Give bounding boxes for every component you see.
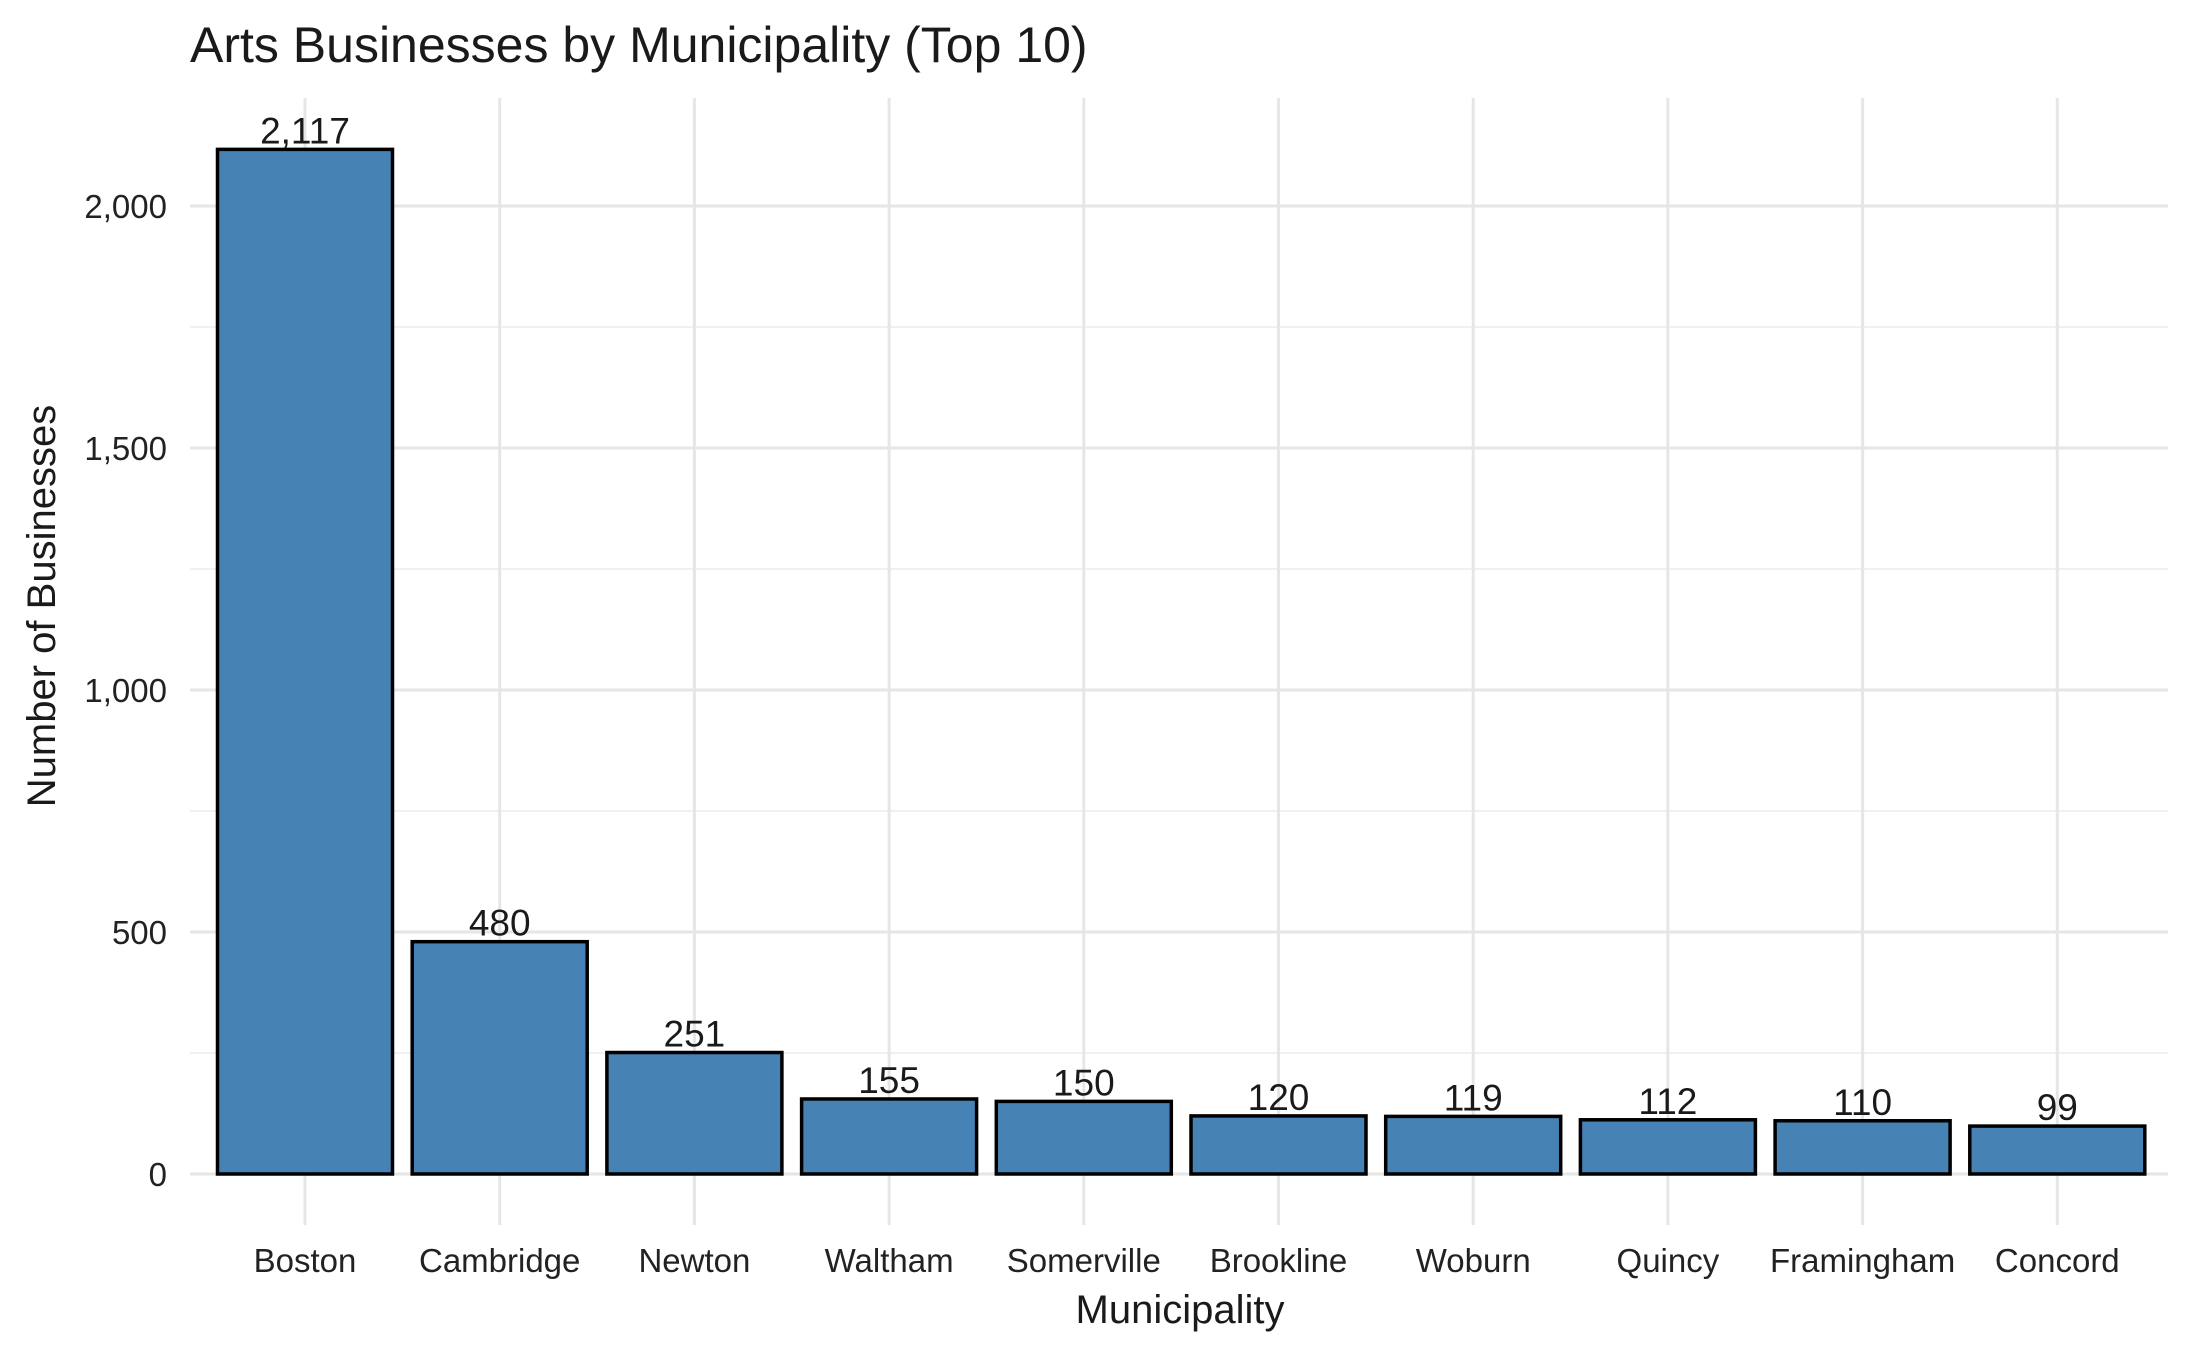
y-tick-label: 1,500 (84, 430, 167, 467)
data-label-boston: 2,117 (260, 110, 350, 151)
x-tick-label-woburn: Woburn (1416, 1242, 1531, 1279)
y-tick-label: 1,000 (84, 672, 167, 709)
grid (190, 98, 2168, 1225)
data-label-somerville: 150 (1053, 1062, 1115, 1103)
x-axis-title: Municipality (1076, 1288, 1285, 1332)
data-label-cambridge: 480 (469, 903, 531, 944)
bar-somerville (994, 1099, 1174, 1176)
data-label-framingham: 110 (1833, 1082, 1892, 1123)
x-axis: Boston Cambridge Newton Waltham Somerville Br… (254, 1242, 2120, 1279)
data-labels: 2,117 480 251 155 150 120 119 112 110 99 (260, 110, 2078, 1128)
bar-newton (605, 1050, 784, 1176)
data-label-brookline: 120 (1248, 1077, 1310, 1118)
data-label-quincy: 112 (1638, 1081, 1697, 1122)
bar-quincy (1578, 1118, 1758, 1176)
bar-waltham (799, 1097, 979, 1176)
x-tick-label-waltham: Waltham (825, 1242, 954, 1279)
data-label-newton: 251 (664, 1014, 726, 1055)
bar-boston (215, 147, 395, 1176)
y-tick-label: 0 (149, 1156, 167, 1193)
x-tick-label-boston: Boston (254, 1242, 357, 1279)
x-tick-label-concord: Concord (1995, 1242, 2120, 1279)
x-tick-label-cambridge: Cambridge (419, 1242, 580, 1279)
data-label-concord: 99 (2037, 1087, 2078, 1128)
y-tick-label: 500 (112, 914, 167, 951)
bar-woburn (1383, 1114, 1563, 1176)
x-tick-label-newton: Newton (638, 1242, 750, 1279)
data-label-woburn: 119 (1444, 1077, 1503, 1118)
x-tick-label-framingham: Framingham (1770, 1242, 1955, 1279)
y-axis: 0 500 1,000 1,500 2,000 (84, 188, 167, 1193)
bar-concord (1968, 1124, 2147, 1176)
y-tick-label: 2,000 (84, 188, 167, 225)
chart-title: Arts Businesses by Municipality (Top 10) (190, 17, 1088, 73)
x-tick-label-quincy: Quincy (1617, 1242, 1720, 1279)
bar-brookline (1189, 1114, 1368, 1176)
bar-framingham (1773, 1119, 1952, 1176)
data-label-waltham: 155 (858, 1060, 920, 1101)
y-axis-title: Number of Businesses (20, 405, 64, 807)
x-tick-label-somerville: Somerville (1007, 1242, 1161, 1279)
bar-cambridge (410, 939, 589, 1176)
x-tick-label-brookline: Brookline (1210, 1242, 1348, 1279)
bars (215, 147, 2147, 1176)
